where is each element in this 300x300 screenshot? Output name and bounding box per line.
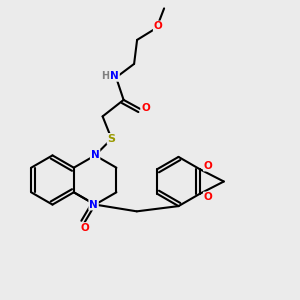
Text: N: N (89, 200, 98, 210)
Text: H: H (100, 71, 109, 81)
Text: S: S (108, 134, 116, 144)
Text: O: O (154, 21, 163, 32)
Text: N: N (110, 71, 119, 81)
Text: O: O (204, 160, 213, 171)
Text: O: O (80, 223, 89, 233)
Text: N: N (91, 149, 100, 160)
Text: O: O (204, 192, 213, 203)
Text: O: O (141, 103, 150, 113)
